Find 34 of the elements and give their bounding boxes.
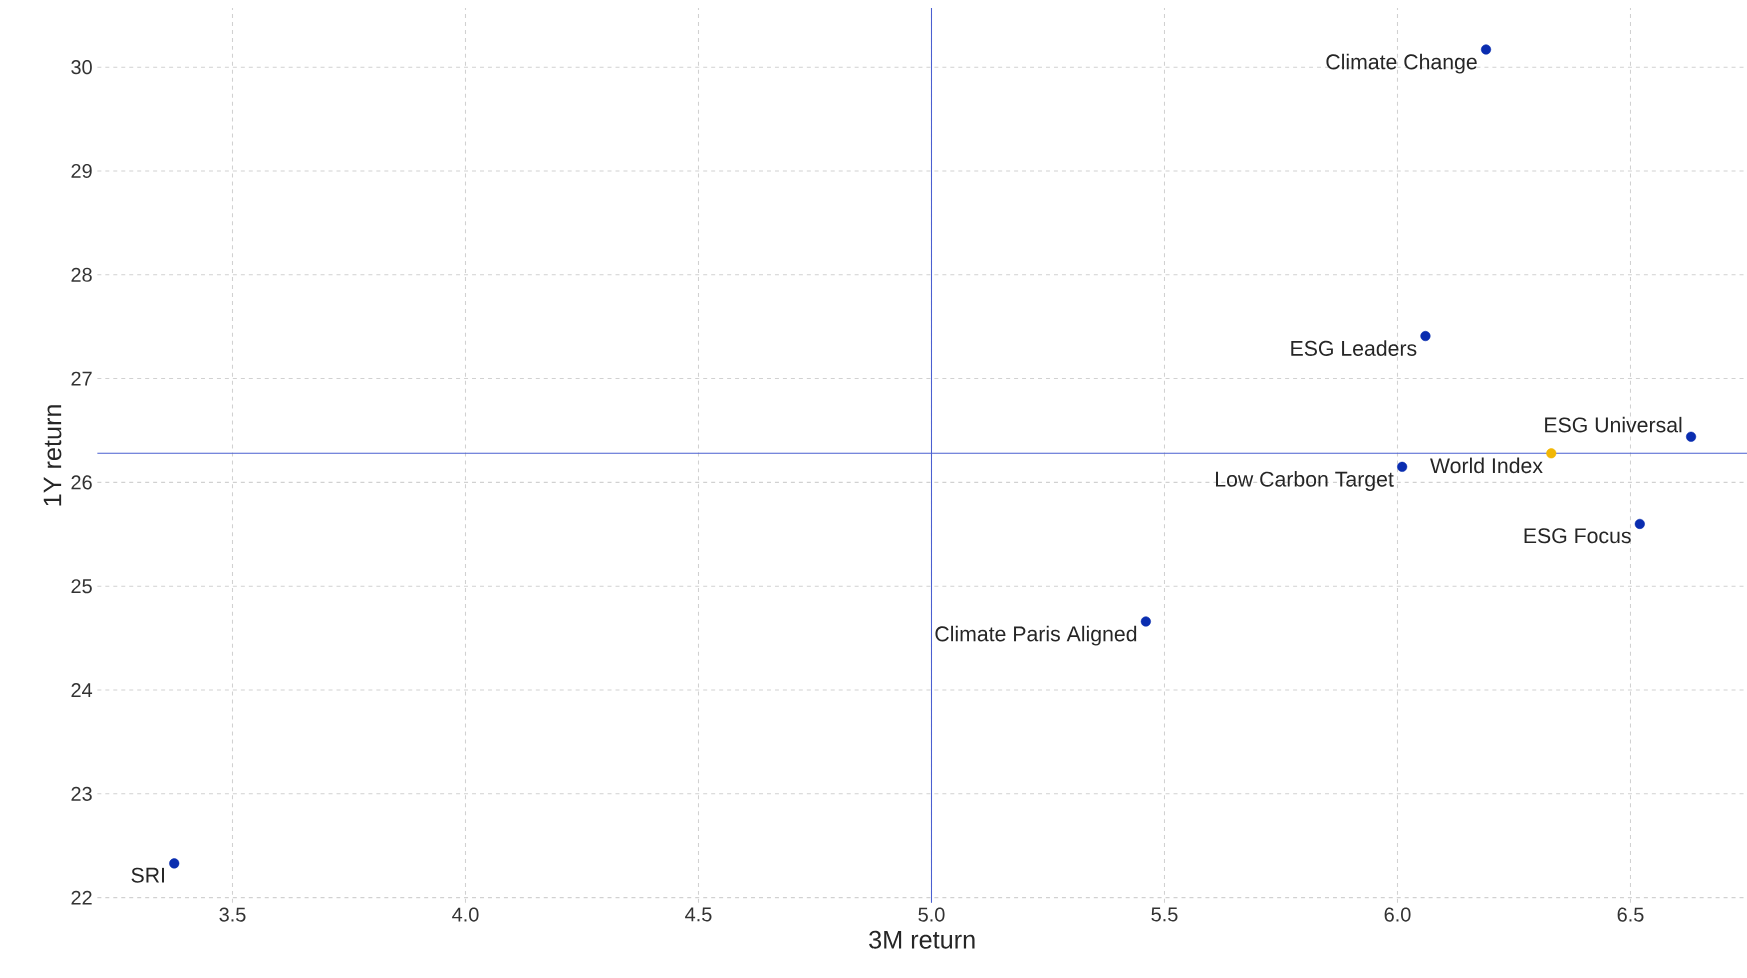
y-tick-label: 26 xyxy=(71,475,92,490)
y-tick-label: 30 xyxy=(71,60,92,75)
point xyxy=(169,858,180,869)
y-tick-label: 25 xyxy=(71,579,92,594)
y-tick-label: 29 xyxy=(71,164,92,179)
point xyxy=(1480,44,1492,55)
point xyxy=(1420,331,1431,342)
point xyxy=(1397,462,1408,473)
y-tick-label: 27 xyxy=(71,371,92,386)
x-tick-label: 4.0 xyxy=(452,907,479,922)
point xyxy=(1140,616,1151,627)
x-axis-title: 3M return xyxy=(869,930,975,949)
annotation: ESG Leaders xyxy=(1291,340,1417,357)
point xyxy=(1634,519,1645,530)
x-tick-label: 3.5 xyxy=(219,907,246,922)
annotation: Climate Change xyxy=(1326,54,1477,74)
annotation: Climate Paris Aligned xyxy=(935,626,1137,646)
annotation: SRI xyxy=(131,867,165,883)
y-tick-label: 24 xyxy=(71,683,93,698)
y-tick-label: 22 xyxy=(71,890,92,905)
annotation: ESG Focus xyxy=(1524,528,1631,544)
x-tick-label: 6.5 xyxy=(1617,907,1644,922)
y-axis-title: 1Y return xyxy=(43,405,62,506)
y-tick-label: 28 xyxy=(71,267,92,283)
y-tick-label: 23 xyxy=(71,787,92,802)
x-tick-label: 4.5 xyxy=(685,907,712,922)
point xyxy=(1546,448,1557,459)
x-tick-label: 5.5 xyxy=(1151,907,1178,922)
x-tick-label: 6.0 xyxy=(1384,907,1411,922)
x-tick-label: 5.0 xyxy=(918,907,945,922)
annotation: Low Carbon Target xyxy=(1216,471,1394,492)
annotation: ESG Universal xyxy=(1545,417,1682,433)
point xyxy=(1686,431,1697,443)
annotation: World Index xyxy=(1430,457,1543,474)
